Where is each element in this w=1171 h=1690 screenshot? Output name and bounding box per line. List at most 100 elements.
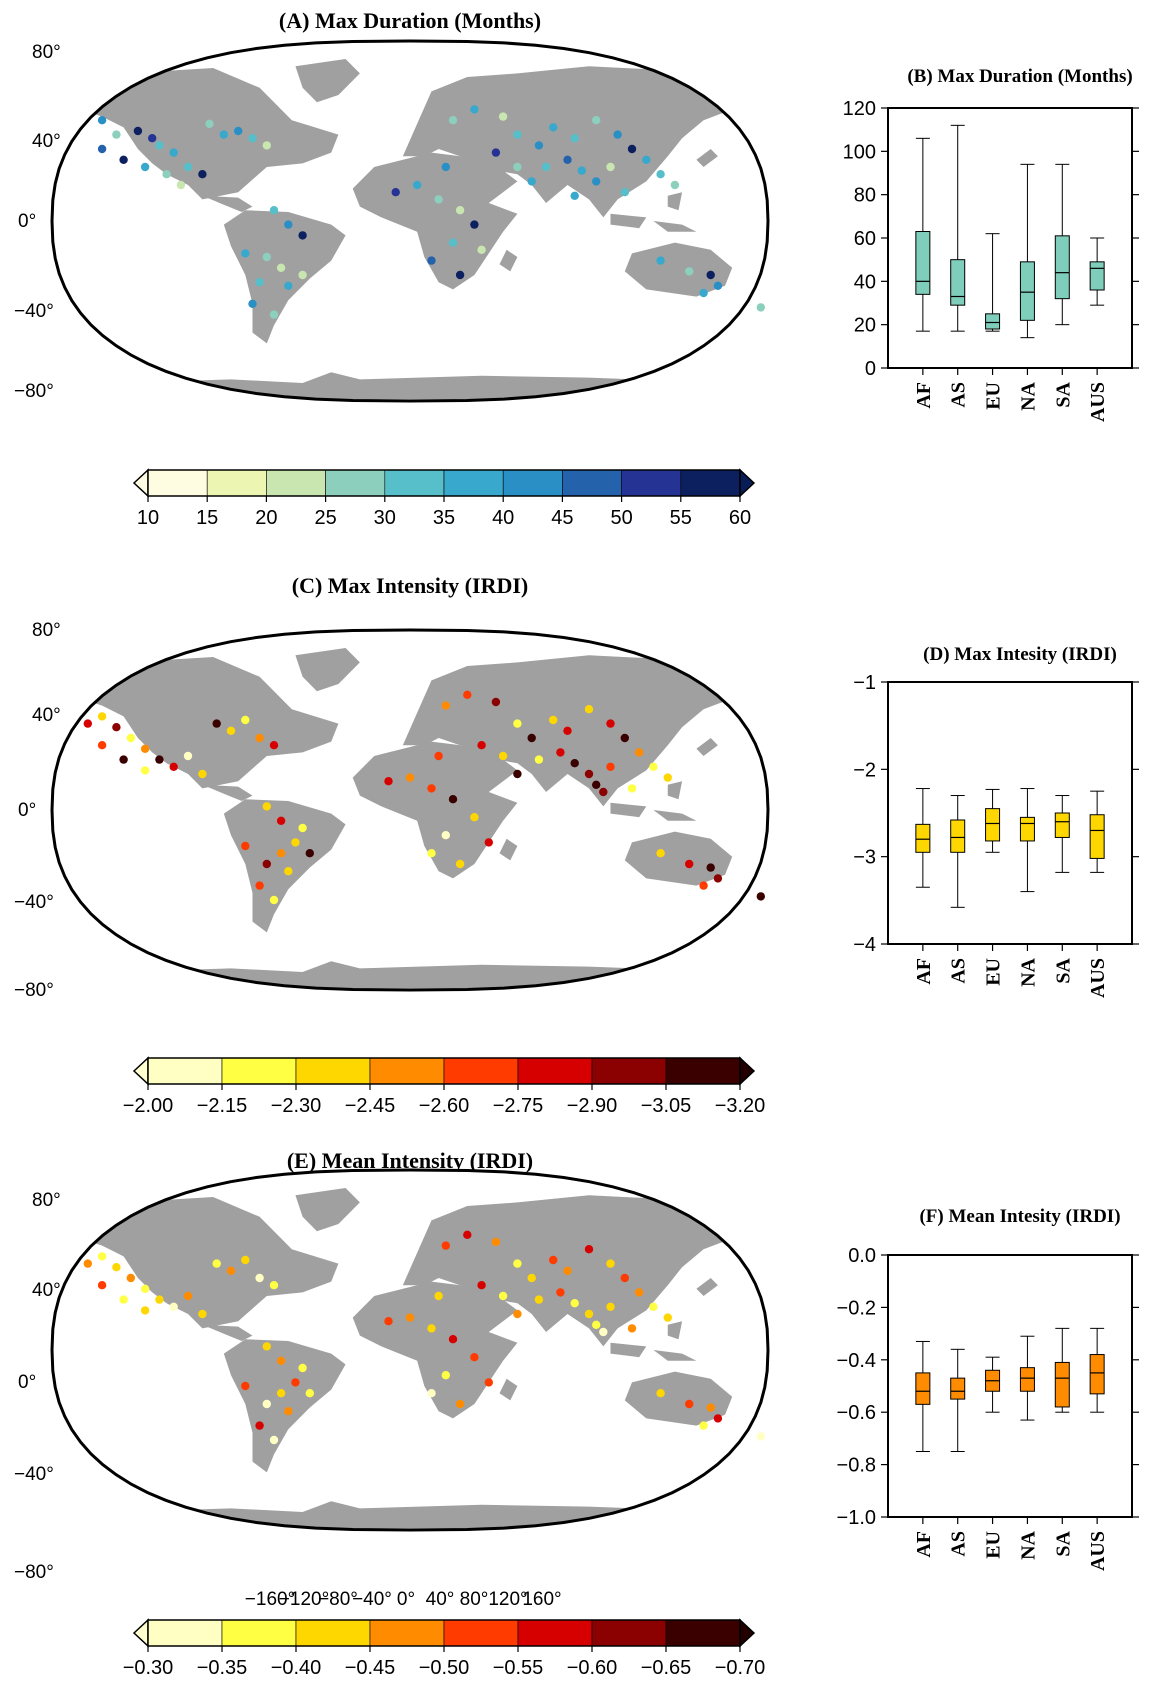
lat-label: 0° bbox=[18, 211, 36, 232]
y-tick-label: −1 bbox=[853, 672, 876, 694]
stations bbox=[83, 1230, 765, 1445]
station-dot bbox=[169, 1302, 178, 1312]
station-dot bbox=[441, 701, 450, 710]
station-dot bbox=[97, 712, 107, 721]
box-sa: SA bbox=[1052, 163, 1074, 408]
station-dot bbox=[262, 1342, 271, 1351]
station-dot bbox=[556, 748, 565, 757]
station-dot bbox=[155, 755, 164, 764]
colorbar-segment bbox=[443, 1057, 519, 1085]
station-dot bbox=[527, 1273, 536, 1283]
colorbar-label: 20 bbox=[255, 507, 277, 529]
station-dot bbox=[592, 177, 601, 186]
station-dot bbox=[470, 813, 479, 822]
station-dot bbox=[685, 267, 694, 276]
box-body bbox=[985, 313, 1001, 330]
box-na: NA bbox=[1017, 163, 1039, 411]
station-dot bbox=[183, 751, 193, 761]
station-dot bbox=[756, 892, 765, 901]
station-dot bbox=[248, 299, 257, 308]
station-dot bbox=[140, 744, 150, 753]
y-tick-label: 60 bbox=[854, 228, 876, 250]
colorbar-label: −0.45 bbox=[345, 1657, 396, 1679]
box-sa: SA bbox=[1052, 795, 1074, 984]
station-dot bbox=[649, 762, 658, 771]
colorbar-segment bbox=[147, 469, 208, 497]
colorbar-label: 10 bbox=[137, 507, 159, 529]
x-tick-label: AUS bbox=[1087, 1531, 1109, 1571]
colorbar-label: −2.30 bbox=[271, 1095, 322, 1117]
x-tick-label: EU bbox=[983, 382, 1005, 410]
station-dot bbox=[83, 719, 93, 728]
station-dot bbox=[570, 191, 579, 200]
x-tick-label: AUS bbox=[1087, 958, 1109, 998]
station-dot bbox=[298, 1363, 307, 1373]
colorbar-segment bbox=[369, 1619, 445, 1647]
station-dot bbox=[634, 1288, 644, 1297]
colorbar-under-triangle bbox=[132, 1056, 149, 1086]
station-dot bbox=[126, 733, 135, 743]
station-dot bbox=[477, 741, 486, 750]
station-dot bbox=[112, 130, 121, 139]
station-dot bbox=[119, 155, 128, 164]
lon-label: −120° bbox=[279, 1589, 329, 1610]
colorbar-segment bbox=[325, 469, 386, 497]
map-panel-c: (C) Max Intensity (IRDI) 80° 40° 0° −40° −80°… bbox=[14, 573, 770, 1117]
station-dot bbox=[656, 1389, 665, 1398]
box-as: AS bbox=[948, 124, 970, 408]
box-as: AS bbox=[948, 1348, 970, 1557]
station-dot bbox=[269, 206, 279, 215]
station-dot bbox=[427, 1389, 436, 1398]
box-body bbox=[1019, 261, 1035, 321]
y-tick-label: −0.4 bbox=[837, 1350, 876, 1372]
station-dot bbox=[241, 715, 250, 725]
plot-frame bbox=[887, 681, 1133, 945]
colorbar: 10 15 20 25 30 35 40 45 50 55 60 bbox=[132, 468, 756, 529]
station-dot bbox=[463, 1230, 472, 1240]
colorbar-label: −0.70 bbox=[715, 1657, 766, 1679]
station-dot bbox=[455, 859, 465, 869]
station-dot bbox=[140, 162, 150, 172]
station-dot bbox=[97, 144, 107, 154]
box-af: AF bbox=[913, 137, 935, 409]
lat-label: 0° bbox=[18, 800, 36, 821]
colorbar-label: −0.35 bbox=[197, 1657, 248, 1679]
box-body bbox=[915, 231, 931, 295]
lat-label: −80° bbox=[14, 381, 54, 402]
box-aus: AUS bbox=[1087, 237, 1109, 422]
station-dot bbox=[119, 755, 128, 764]
station-dot bbox=[563, 726, 572, 735]
y-tick-label: −0.2 bbox=[837, 1297, 876, 1319]
colorbar-segment bbox=[443, 469, 504, 497]
colorbar: −2.00 −2.15 −2.30 −2.45 −2.60 −2.75 −2.90 −3.05… bbox=[123, 1056, 765, 1117]
station-dot bbox=[448, 1335, 458, 1344]
station-dot bbox=[241, 1255, 250, 1265]
x-tick-label: AF bbox=[913, 1531, 935, 1558]
station-dot bbox=[513, 1259, 522, 1268]
box-title: (D) Max Intesity (IRDI) bbox=[923, 644, 1117, 665]
station-dot bbox=[685, 859, 694, 869]
colorbar-segment bbox=[295, 1057, 371, 1085]
station-dot bbox=[563, 155, 572, 164]
lon-label: −160° bbox=[245, 1589, 295, 1610]
station-dot bbox=[255, 1421, 264, 1430]
station-dot bbox=[169, 148, 178, 157]
station-dot bbox=[155, 141, 164, 150]
station-dot bbox=[241, 841, 250, 851]
lat-label: 80° bbox=[32, 620, 61, 641]
colorbar-over-triangle bbox=[739, 468, 756, 498]
station-dot bbox=[405, 773, 415, 782]
station-dot bbox=[663, 1313, 672, 1322]
station-dot bbox=[584, 1245, 594, 1254]
station-dot bbox=[570, 1299, 579, 1308]
station-dot bbox=[441, 1241, 450, 1250]
box-body bbox=[915, 823, 931, 853]
station-dot bbox=[563, 1266, 572, 1276]
station-dot bbox=[276, 816, 286, 825]
station-dot bbox=[606, 162, 615, 172]
station-dot bbox=[183, 1291, 193, 1301]
station-dot bbox=[470, 105, 479, 114]
station-dot bbox=[384, 777, 393, 786]
station-dot bbox=[534, 141, 544, 150]
